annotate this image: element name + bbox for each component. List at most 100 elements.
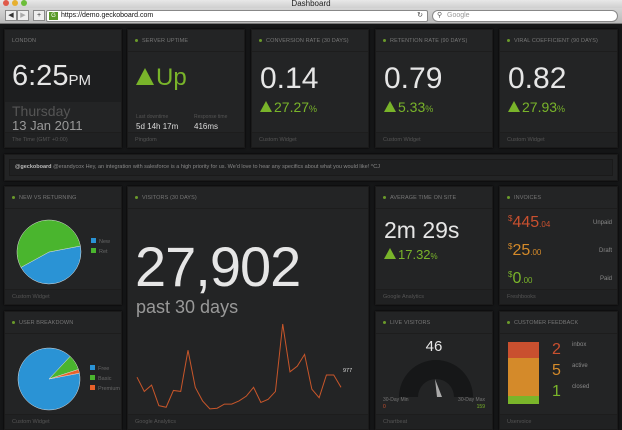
legend-label: Ret (99, 249, 108, 255)
metric-value: 0.79 (384, 62, 443, 95)
live-visitors-widget: Live Visitors 46 30-Day Min 0 30-Day Max… (375, 311, 493, 430)
visitors-subtitle: past 30 days (136, 297, 239, 317)
currency: $ (508, 242, 513, 251)
clock-day: Thursday (12, 103, 71, 119)
feedback-count: 5 (552, 362, 561, 379)
viral-coefficient-widget: Viral Coefficient (90 days) 0.82 27.93% … (499, 29, 618, 148)
legend-swatch (90, 375, 95, 380)
max-value: 159 (476, 404, 485, 410)
pie-slice (17, 347, 81, 411)
cents: .00 (530, 248, 542, 257)
metric-change: 5.33% (384, 100, 433, 114)
tweet-text: @erandycox Hey, an integration with sale… (53, 164, 381, 170)
up-arrow-icon (508, 101, 520, 112)
forward-button[interactable]: ▶ (17, 10, 29, 21)
legend-label: New (99, 239, 110, 245)
customer-feedback-widget: Customer Feedback 2 inbox 5 active 1 closed U… (499, 311, 618, 430)
max-label: 30-Day Max (458, 397, 485, 403)
invoice-row: $0.00 Paid (508, 271, 612, 291)
search-input[interactable]: ⚲ Google (432, 10, 618, 22)
clock-widget: London 6:25PM Thursday 13 Jan 2011 The T… (4, 29, 122, 148)
widget-footer: Chartbeat (376, 414, 492, 429)
tweet-user[interactable]: @geckoboard (15, 164, 52, 170)
widget-title: Viral Coefficient (90 days) (500, 30, 617, 52)
pie-slice (16, 219, 81, 268)
invoice-row: $25.00 Draft (508, 243, 612, 263)
reload-icon[interactable]: ↻ (417, 12, 423, 19)
feedback-label: closed (572, 384, 590, 390)
widget-title: Visitors (30 days) (128, 187, 368, 209)
close-icon[interactable] (3, 0, 9, 6)
zoom-icon[interactable] (21, 0, 27, 6)
new-vs-returning-widget: New vs Returning New Ret Custom Widget (4, 186, 122, 305)
legend-swatch (90, 385, 95, 390)
widget-footer: Custom Widget (500, 132, 617, 147)
up-arrow-icon (260, 101, 272, 112)
uptime-status: Up (136, 66, 187, 90)
visitors-line (136, 323, 342, 410)
widget-title: London (5, 30, 121, 52)
feedback-count: 1 (552, 383, 561, 400)
conversion-rate-widget: Conversion Rate (30 days) 0.14 27.27% Cu… (251, 29, 369, 148)
feedback-label: inbox (572, 342, 587, 348)
gauge-needle (435, 379, 442, 397)
legend-label: Free (98, 366, 109, 372)
favicon-icon: G (49, 12, 58, 20)
user-breakdown-pie-chart: Free Basic Premium (17, 347, 120, 411)
min-value: 0 (383, 404, 386, 410)
cents: .00 (521, 276, 533, 285)
visitors-line-chart (136, 323, 342, 410)
average-time-widget: Average Time on Site 2m 29s 17.32% Googl… (375, 186, 493, 305)
clock-date: 13 Jan 2011 (12, 118, 83, 133)
search-icon: ⚲ (437, 12, 443, 19)
widget-title: Average Time on Site (376, 187, 492, 209)
legend-label: Basic (98, 376, 112, 382)
cents: .04 (539, 220, 551, 229)
widget-title: Server Uptime (128, 30, 244, 52)
invoice-status: Draft (598, 248, 612, 254)
up-arrow-icon (384, 101, 396, 112)
retention-rate-widget: Retention Rate (90 days) 0.79 5.33% Cust… (375, 29, 493, 148)
legend-label: Premium (98, 386, 120, 392)
minimize-icon[interactable] (12, 0, 18, 6)
widget-title: User Breakdown (5, 312, 121, 334)
amount: 0 (512, 270, 522, 287)
window-titlebar: Dashboard (0, 0, 622, 8)
feedback-bar (508, 357, 539, 397)
invoices-widget: Invoices $445.04 Unpaid $25.00 Draft $0.00 Pa… (499, 186, 618, 305)
widget-footer: Pingdom (128, 132, 244, 147)
url-text: https://demo.geckoboard.com (61, 12, 154, 19)
twitter-widget: @geckoboard @erandycox Hey, an integrati… (4, 154, 618, 181)
widget-footer: Custom Widget (5, 414, 121, 429)
legend-swatch (90, 365, 95, 370)
metric-change: 27.27% (260, 100, 317, 114)
widget-footer: Custom Widget (5, 289, 121, 304)
widget-footer: The Time (GMT +0:00) (5, 132, 121, 147)
add-bookmark-button[interactable]: + (33, 10, 45, 21)
widget-title: Conversion Rate (30 days) (252, 30, 368, 52)
server-uptime-widget: Server Uptime Up Last downtime 5d 14h 17… (127, 29, 245, 148)
widget-title: Live Visitors (376, 312, 492, 334)
user-breakdown-widget: User Breakdown Free Basic Premium Custom W… (4, 311, 122, 430)
widget-title: Invoices (500, 187, 617, 209)
amount: 25 (512, 242, 531, 259)
widget-footer: Freshbooks (500, 289, 617, 304)
back-button[interactable]: ◀ (5, 10, 17, 21)
live-gauge (399, 360, 473, 397)
up-arrow-icon (384, 248, 396, 259)
currency: $ (508, 270, 513, 279)
widget-title: Retention Rate (90 days) (376, 30, 492, 52)
widget-footer: Custom Widget (252, 132, 368, 147)
visitors-count: 27,902 (135, 235, 301, 298)
downtime-value: 5d 14h 17m (136, 122, 179, 131)
last-value-label: 977 (343, 368, 353, 374)
amount: 445 (512, 214, 540, 231)
currency: $ (508, 214, 513, 223)
widget-title: Customer Feedback (500, 312, 617, 334)
invoice-status: Unpaid (592, 220, 612, 226)
search-placeholder: Google (447, 12, 470, 19)
metric-change: 17.32% (384, 248, 438, 261)
feedback-label: active (572, 363, 588, 369)
widget-footer: Google Analytics (128, 414, 368, 429)
